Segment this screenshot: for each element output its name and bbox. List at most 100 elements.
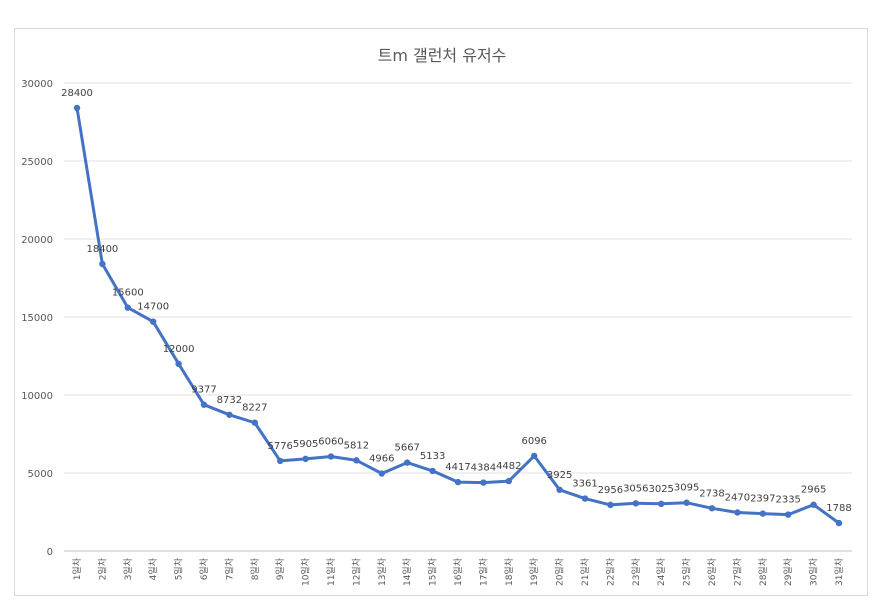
data-label: 12000 (163, 344, 195, 355)
data-point (759, 510, 766, 517)
data-label: 3056 (623, 483, 648, 494)
x-tick-label: 23일차 (630, 557, 642, 586)
x-tick-label: 13일차 (376, 557, 388, 586)
data-label: 2470 (725, 492, 750, 503)
x-tick-label: 17일차 (477, 557, 489, 586)
data-label: 5667 (394, 443, 419, 454)
data-label: 14700 (137, 302, 169, 313)
x-tick-label: 29일차 (782, 557, 794, 586)
y-tick-label: 10000 (21, 391, 53, 402)
x-axis: 1일차 2일차 3일차 4일차 5일차 6일차 7일차 8일차 9일차 10일차 11일차 12일차 1… (71, 557, 845, 586)
data-point (378, 470, 385, 477)
x-tick-label: 11일차 (325, 557, 337, 586)
data-point (124, 304, 131, 311)
data-point (226, 411, 233, 418)
data-label: 15600 (112, 288, 144, 299)
chart-frame (14, 28, 868, 596)
x-tick-label: 8일차 (249, 557, 261, 580)
data-point (810, 501, 817, 508)
data-point (175, 360, 182, 367)
data-point (581, 495, 589, 502)
data-point (835, 519, 843, 527)
x-tick-label: 9일차 (274, 557, 286, 580)
data-label: 4966 (369, 454, 394, 465)
data-point (302, 455, 309, 463)
x-tick-label: 28일차 (757, 557, 769, 586)
x-tick-label: 30일차 (808, 557, 820, 586)
data-point (353, 457, 360, 464)
x-tick-label: 12일차 (350, 557, 362, 586)
data-label: 8732 (217, 395, 242, 406)
data-label: 6060 (318, 436, 343, 447)
chart-title: 트m 갤런처 유저수 (378, 46, 507, 65)
data-point (150, 318, 157, 325)
data-points (73, 104, 843, 527)
data-point (785, 511, 792, 518)
data-point (327, 453, 335, 460)
data-label: 18400 (86, 244, 118, 255)
x-tick-label: 20일차 (554, 557, 566, 586)
data-label: 5905 (293, 439, 318, 450)
data-label: 3925 (547, 470, 572, 481)
data-point (251, 419, 258, 426)
data-point (480, 479, 487, 486)
data-label: 2956 (598, 485, 623, 496)
x-tick-label: 18일차 (503, 557, 515, 586)
x-tick-label: 31일차 (833, 557, 845, 586)
x-tick-label: 14일차 (401, 557, 413, 586)
data-point (632, 500, 639, 507)
x-tick-label: 16일차 (452, 557, 464, 586)
x-tick-label: 7일차 (223, 557, 235, 580)
data-label: 4482 (496, 461, 521, 472)
data-point (708, 505, 716, 512)
data-label: 2965 (801, 485, 826, 496)
data-point (556, 486, 563, 493)
data-point (200, 401, 208, 408)
x-tick-label: 5일차 (173, 557, 185, 580)
data-label: 3361 (572, 479, 597, 490)
x-tick-label: 1일차 (71, 557, 83, 580)
x-tick-label: 21일차 (579, 557, 591, 586)
y-tick-label: 20000 (21, 235, 53, 246)
x-tick-label: 2일차 (96, 557, 108, 580)
data-label: 8227 (242, 403, 267, 414)
y-tick-label: 15000 (21, 313, 53, 324)
data-label: 2738 (699, 488, 724, 499)
data-point (429, 467, 436, 475)
data-label: 6096 (521, 436, 546, 447)
data-label: 1788 (826, 503, 851, 514)
gridlines (64, 82, 852, 552)
data-point (454, 478, 462, 486)
data-label: 3025 (648, 484, 673, 495)
x-tick-label: 19일차 (528, 557, 540, 586)
data-label: 9377 (191, 385, 216, 396)
x-tick-label: 27일차 (731, 557, 743, 586)
data-label: 4417 (445, 462, 470, 473)
data-point (99, 260, 106, 268)
x-tick-label: 3일차 (122, 557, 134, 580)
data-label: 2335 (775, 495, 800, 506)
x-tick-label: 10일차 (300, 557, 312, 586)
x-tick-label: 6일차 (198, 557, 210, 580)
x-tick-label: 26일차 (706, 557, 718, 586)
x-tick-label: 22일차 (604, 557, 616, 586)
data-label: 3095 (674, 483, 699, 494)
data-point (683, 499, 690, 506)
x-tick-label: 15일차 (427, 557, 439, 586)
data-label: 5812 (344, 440, 369, 451)
data-label: 5133 (420, 451, 445, 462)
data-label: 5776 (267, 441, 292, 452)
data-point (73, 104, 81, 112)
y-tick-label: 30000 (21, 79, 53, 90)
data-point (404, 459, 411, 466)
data-label: 28400 (61, 88, 93, 99)
data-label: 2397 (750, 494, 775, 505)
data-point (531, 452, 538, 460)
data-point (658, 500, 665, 508)
data-point (505, 477, 512, 485)
series-line (75, 107, 840, 525)
x-tick-label: 24일차 (655, 557, 667, 586)
y-tick-label: 0 (47, 547, 53, 558)
